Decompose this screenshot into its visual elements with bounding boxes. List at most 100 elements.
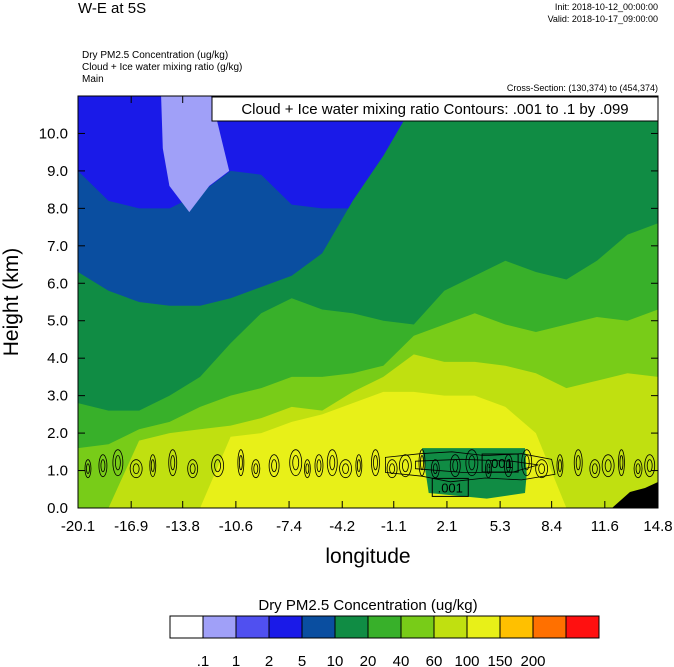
contour-ring-inner: [170, 455, 176, 471]
variable-label-pm25: Dry PM2.5 Concentration (ug/kg): [82, 50, 229, 61]
colorbar-swatch: [367, 615, 402, 639]
y-tick-label: 7.0: [47, 238, 68, 255]
concentration-layers: [78, 96, 658, 508]
variable-label-main: Main: [82, 74, 104, 85]
contour-ring-inner: [214, 459, 221, 473]
contour-ring-inner: [189, 463, 196, 475]
colorbar-label: 2: [265, 653, 273, 667]
contour-ring-inner: [253, 463, 259, 475]
contour-ring: [187, 459, 199, 479]
patch-2: [161, 96, 230, 213]
colorbar-label: 150: [487, 653, 512, 667]
x-tick-label: -13.8: [166, 518, 200, 535]
colorbar-swatch: [400, 615, 435, 639]
contour-ring-inner: [292, 455, 300, 471]
contour-ring-inner: [604, 459, 612, 473]
colorbar-label: 5: [298, 653, 306, 667]
cloud-contours: .001 .001: [84, 449, 656, 497]
contour-ring: [589, 459, 601, 479]
contour-ring: [386, 459, 398, 479]
y-tick-label: 1.0: [47, 463, 68, 480]
contour-ring: [314, 454, 324, 478]
contour-ring: [418, 449, 426, 477]
contour-ring: [618, 449, 625, 477]
contour-ring-inner: [238, 455, 243, 471]
x-axis-title: longitude: [325, 545, 410, 568]
cross-section-label: Cross-Section: (130,374) to (454,374): [506, 83, 658, 93]
y-tick-label: 4.0: [47, 350, 68, 367]
x-tick-label: -20.1: [61, 518, 95, 535]
colorbar-label: 40: [393, 653, 410, 667]
contour-ring: [449, 454, 461, 478]
x-tick-label: 5.3: [490, 518, 511, 535]
colorbar-swatch: [169, 615, 204, 639]
y-tick-label: 9.0: [47, 163, 68, 180]
contour-ring-inner: [558, 459, 562, 473]
contour-ring: [398, 454, 412, 478]
contour-ring: [289, 449, 303, 477]
contour-ring: [112, 449, 124, 477]
valid-time: Valid: 2018-10-17_09:00:00: [547, 14, 658, 24]
contour-ring: [465, 449, 479, 477]
colorbar-label: .1: [197, 653, 210, 667]
contour-ring: [129, 459, 143, 479]
colorbar-swatch: [466, 615, 501, 639]
contour-ring-inner: [538, 463, 546, 475]
colorbar-swatch: [565, 615, 600, 639]
contour-ring: [633, 459, 643, 479]
contour-ring: [211, 454, 224, 478]
colorbar-label: 10: [327, 653, 344, 667]
y-tick-label: 6.0: [47, 275, 68, 292]
contour-ring: [430, 459, 440, 479]
contour-ring-inner: [305, 463, 310, 475]
x-tick-label: -4.2: [329, 518, 355, 535]
x-tick-label: -16.9: [114, 518, 148, 535]
contour-ring-inner: [420, 455, 424, 471]
contour-ring-inner: [356, 459, 361, 473]
y-tick-label: 10.0: [39, 125, 68, 142]
colorbar-label: 100: [454, 653, 479, 667]
terrain-shading: [612, 482, 658, 508]
y-axis-title: Height (km): [0, 248, 23, 357]
init-time: Init: 2018-10-12_00:00:00: [554, 2, 658, 12]
contour-ring-inner: [619, 455, 624, 471]
y-tick-label: 0.0: [47, 500, 68, 517]
contour-ring-inner: [389, 463, 395, 475]
x-tick-label: 11.6: [591, 518, 619, 535]
colorbar-label: 1: [232, 653, 240, 667]
plot-frame: [77, 95, 659, 509]
colorbar: .1 1 2 5 10 20 40 60 100 150 200: [169, 615, 600, 667]
contour-ring-inner: [316, 459, 322, 473]
contour-title: Cloud + Ice water mixing ratio Contours:…: [241, 101, 628, 118]
colorbar-label: 200: [520, 653, 545, 667]
contour-ring: [556, 454, 564, 478]
contour-ring-inner: [432, 463, 438, 475]
contour-ring-inner: [86, 463, 90, 475]
contour-ring: [485, 459, 492, 479]
contour-band-inner: [415, 458, 539, 473]
contour-ring-inner: [150, 459, 155, 473]
contour-ring: [601, 454, 615, 478]
colorbar-swatch: [433, 615, 468, 639]
contour-label: .001: [487, 456, 512, 471]
y-tick-label: 3.0: [47, 388, 68, 405]
contour-ring: [644, 454, 656, 478]
x-tick-label: -7.4: [276, 518, 302, 535]
contour-ring-inner: [329, 455, 336, 471]
contour-ring-inner: [468, 455, 476, 471]
contour-ring: [303, 459, 311, 479]
contour-ring-inner: [342, 463, 349, 475]
contour-ring: [168, 449, 178, 477]
contour-ring-inner: [132, 463, 140, 475]
contour-ring: [573, 449, 583, 477]
contour-ring: [98, 454, 108, 478]
contour-label-box: [481, 453, 519, 473]
contour-ring: [371, 449, 380, 477]
colorbar-label: 20: [360, 653, 377, 667]
y-tick-label: 2.0: [47, 425, 68, 442]
colorbar-swatch: [532, 615, 567, 639]
colorbar-title: Dry PM2.5 Concentration (ug/kg): [258, 597, 477, 614]
contour-ring-inner: [271, 459, 278, 473]
contour-band: [385, 451, 556, 483]
colorbar-swatch: [202, 615, 237, 639]
